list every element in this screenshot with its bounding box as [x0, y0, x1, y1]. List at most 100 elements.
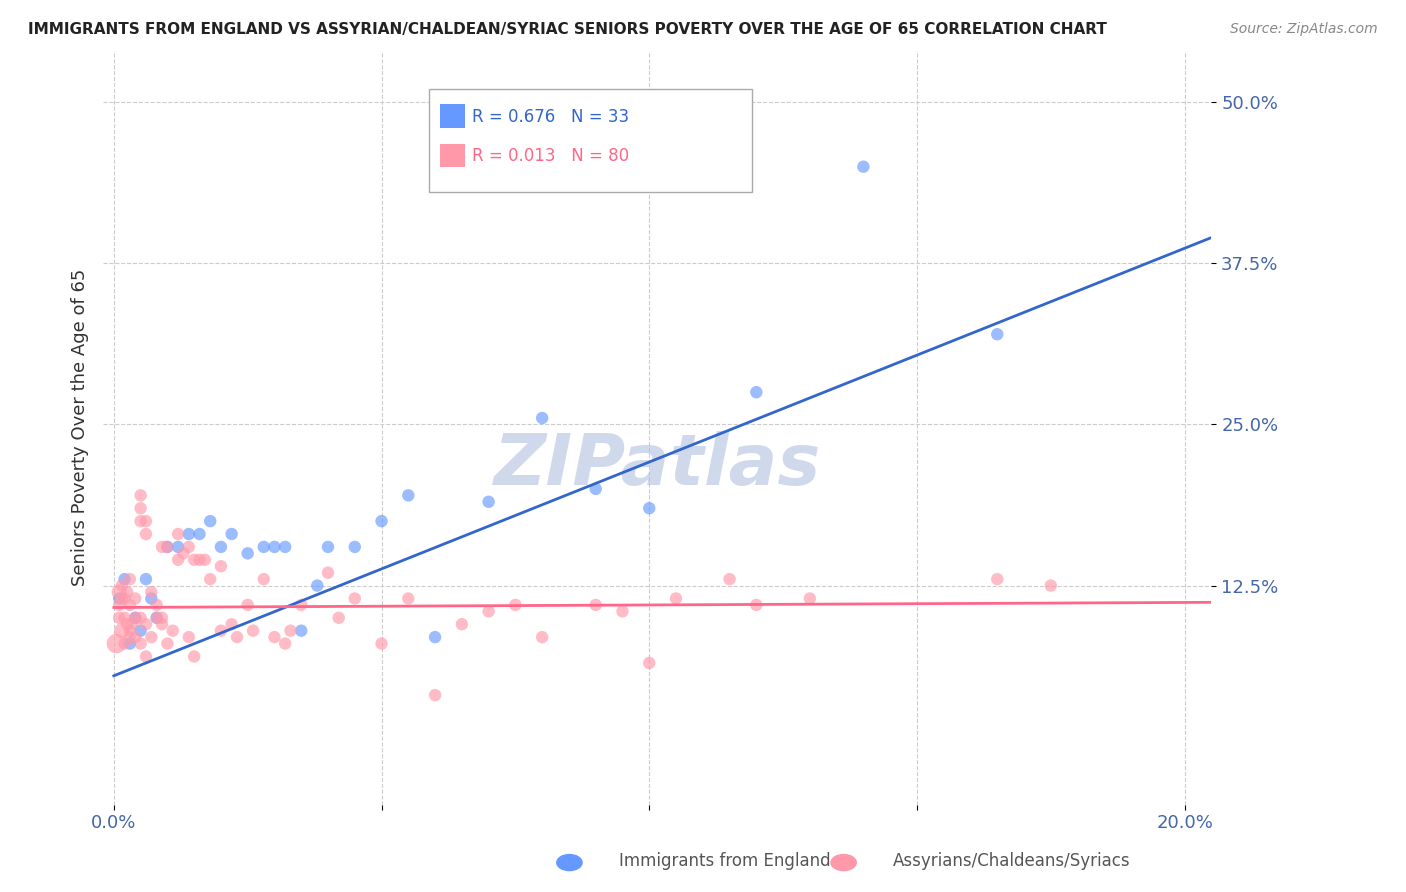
- Point: [612, 604, 634, 618]
- Text: Source: ZipAtlas.com: Source: ZipAtlas.com: [1230, 22, 1378, 37]
- Point: [242, 624, 264, 638]
- Text: Immigrants from England: Immigrants from England: [619, 852, 831, 870]
- Point: [150, 540, 173, 554]
- Point: [145, 611, 167, 625]
- Point: [135, 617, 157, 632]
- Point: [141, 585, 163, 599]
- Point: [114, 572, 136, 586]
- Point: [343, 540, 366, 554]
- Point: [221, 527, 243, 541]
- Point: [986, 572, 1008, 586]
- Point: [253, 572, 276, 586]
- Point: [221, 617, 243, 632]
- Point: [328, 611, 350, 625]
- Point: [343, 591, 366, 606]
- Point: [124, 630, 146, 644]
- Point: [638, 501, 661, 516]
- Point: [141, 591, 163, 606]
- Point: [145, 598, 167, 612]
- Point: [423, 630, 446, 644]
- Point: [111, 578, 134, 592]
- Point: [172, 546, 194, 560]
- Point: [108, 598, 131, 612]
- Point: [478, 604, 501, 618]
- Point: [105, 636, 128, 650]
- Point: [253, 540, 276, 554]
- Point: [396, 591, 419, 606]
- Point: [1039, 578, 1062, 592]
- Point: [450, 617, 472, 632]
- Text: IMMIGRANTS FROM ENGLAND VS ASSYRIAN/CHALDEAN/SYRIAC SENIORS POVERTY OVER THE AGE: IMMIGRANTS FROM ENGLAND VS ASSYRIAN/CHAL…: [28, 22, 1107, 37]
- Point: [129, 636, 152, 650]
- Point: [108, 611, 131, 625]
- Point: [115, 617, 138, 632]
- Point: [188, 553, 211, 567]
- Point: [114, 591, 136, 606]
- Point: [852, 160, 875, 174]
- Point: [108, 591, 131, 606]
- Point: [183, 649, 205, 664]
- Point: [585, 482, 607, 496]
- Point: [226, 630, 249, 644]
- Point: [115, 585, 138, 599]
- Point: [263, 540, 285, 554]
- Point: [167, 553, 190, 567]
- Point: [118, 624, 141, 638]
- Point: [396, 488, 419, 502]
- Point: [209, 624, 232, 638]
- Point: [290, 624, 312, 638]
- Point: [316, 566, 339, 580]
- Text: Assyrians/Chaldeans/Syriacs: Assyrians/Chaldeans/Syriacs: [893, 852, 1130, 870]
- Point: [200, 572, 222, 586]
- Point: [307, 578, 329, 592]
- Point: [200, 514, 222, 528]
- Point: [505, 598, 527, 612]
- Point: [135, 572, 157, 586]
- Point: [156, 636, 179, 650]
- Point: [263, 630, 285, 644]
- Point: [108, 585, 131, 599]
- Point: [124, 611, 146, 625]
- Point: [118, 630, 141, 644]
- Point: [585, 598, 607, 612]
- Point: [135, 514, 157, 528]
- Point: [167, 540, 190, 554]
- Point: [531, 411, 554, 425]
- Text: ZIPatlas: ZIPatlas: [494, 431, 821, 500]
- Point: [162, 624, 184, 638]
- Point: [209, 559, 232, 574]
- Point: [177, 540, 200, 554]
- Point: [124, 591, 146, 606]
- Point: [638, 656, 661, 670]
- Point: [114, 636, 136, 650]
- Point: [718, 572, 741, 586]
- Point: [118, 598, 141, 612]
- Point: [121, 617, 143, 632]
- Point: [145, 611, 167, 625]
- Point: [799, 591, 821, 606]
- Point: [236, 598, 259, 612]
- Point: [129, 611, 152, 625]
- Point: [111, 591, 134, 606]
- Point: [156, 540, 179, 554]
- Point: [129, 514, 152, 528]
- Point: [209, 540, 232, 554]
- Point: [135, 527, 157, 541]
- Point: [156, 540, 179, 554]
- Point: [124, 611, 146, 625]
- Point: [236, 546, 259, 560]
- Point: [194, 553, 217, 567]
- Point: [745, 598, 768, 612]
- Point: [118, 572, 141, 586]
- Point: [118, 636, 141, 650]
- Point: [177, 630, 200, 644]
- Point: [150, 611, 173, 625]
- Point: [986, 327, 1008, 342]
- Point: [150, 617, 173, 632]
- Y-axis label: Seniors Poverty Over the Age of 65: Seniors Poverty Over the Age of 65: [72, 269, 89, 586]
- Point: [531, 630, 554, 644]
- Point: [423, 688, 446, 702]
- Text: R = 0.676   N = 33: R = 0.676 N = 33: [472, 108, 630, 126]
- Point: [745, 385, 768, 400]
- Point: [111, 624, 134, 638]
